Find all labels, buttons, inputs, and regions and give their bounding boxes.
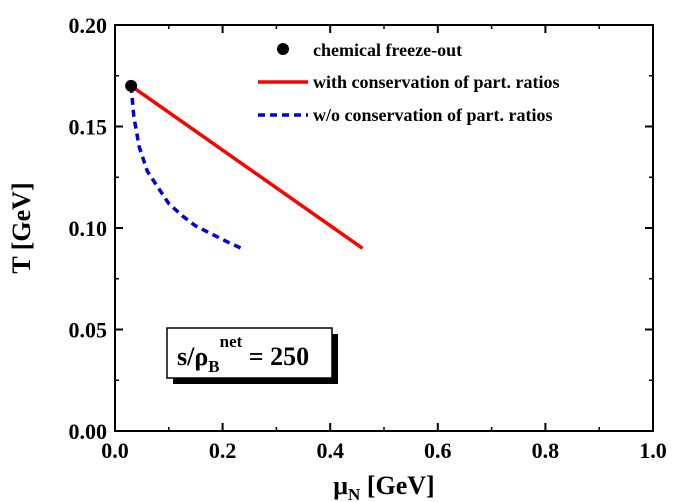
- series-line-with-conservation: [130, 84, 364, 250]
- annotation-superscript: net: [220, 332, 243, 351]
- annotation-prefix: s/ρ: [177, 342, 208, 371]
- legend-label-with-conservation: with conservation of part. ratios: [313, 72, 559, 92]
- y-tick-label: 0.20: [69, 13, 108, 38]
- annotation-text: s/ρBnet = 250: [177, 332, 309, 376]
- x-axis-label: μN [GeV]: [333, 471, 434, 502]
- y-tick-label: 0.00: [69, 419, 108, 444]
- x-tick-label: 0.6: [424, 438, 452, 463]
- annotation-box: [166, 327, 333, 379]
- y-tick-label: 0.05: [69, 318, 108, 343]
- ticks-layer: 0.0 0.2 0.4 0.6 0.8 1.0 0.00 0.05 0.10 0.15 0.20: [69, 13, 667, 463]
- legend-marker-freeze-out: [277, 43, 289, 55]
- x-tick-label: 0.2: [209, 438, 237, 463]
- x-axis-label-unit: [GeV]: [360, 471, 434, 500]
- annotation-subscript: B: [208, 357, 219, 376]
- legend-label-freeze-out: chemical freeze-out: [313, 40, 462, 60]
- series-line-without-conservation: [129, 85, 243, 250]
- x-tick-label: 0.8: [532, 438, 560, 463]
- y-tick-label: 0.15: [69, 115, 108, 140]
- x-tick-label: 0.4: [316, 438, 344, 463]
- entropy-ratio-annotation: s/ρBnet = 250: [166, 327, 338, 384]
- annotation-suffix: = 250: [242, 342, 309, 371]
- y-axis-label: T [GeV]: [7, 182, 36, 273]
- y-tick-label: 0.10: [69, 216, 108, 241]
- x-tick-label: 0.0: [101, 438, 129, 463]
- legend-label-without-conservation: w/o conservation of part. ratios: [313, 105, 552, 125]
- x-axis-label-subscript: N: [348, 485, 361, 502]
- freeze-out-point: [125, 79, 138, 92]
- plot-frame: [114, 24, 654, 432]
- legend: chemical freeze-out with conservation of…: [258, 40, 559, 125]
- series-layer: [125, 79, 364, 250]
- x-axis-label-symbol: μ: [333, 471, 348, 500]
- x-tick-label: 1.0: [639, 438, 667, 463]
